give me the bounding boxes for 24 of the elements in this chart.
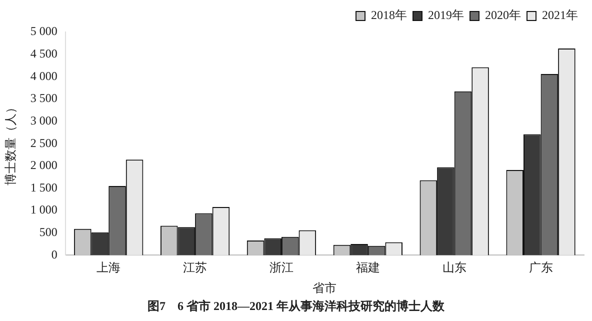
legend-label: 2019年 xyxy=(428,8,464,22)
y-tick-label: 3 500 xyxy=(30,91,58,106)
x-tick-label: 浙江 xyxy=(269,260,294,275)
y-tick-label: 0 xyxy=(51,247,58,262)
y-tick-label: 4 500 xyxy=(30,46,58,60)
legend-label: 2020年 xyxy=(485,8,521,22)
x-tick-label: 山东 xyxy=(442,260,466,275)
y-tick-label: 2 500 xyxy=(30,136,58,150)
y-tick-label: 3 000 xyxy=(30,113,58,128)
x-tick-label: 上海 xyxy=(96,260,121,275)
caption: 图7 6 省市 2018—2021 年从事海洋科技研究的博士人数 xyxy=(146,298,446,315)
legend-label: 2021年 xyxy=(542,8,578,22)
y-tick-label: 5 000 xyxy=(30,24,58,38)
x-tick-label: 江苏 xyxy=(183,260,208,275)
legend-label: 2018年 xyxy=(371,8,407,22)
x-tick-label: 广东 xyxy=(528,260,553,275)
y-tick-label: 1 000 xyxy=(30,202,58,217)
y-tick-label: 2 000 xyxy=(30,158,58,172)
y-axis-title: 博士数量（人） xyxy=(3,102,18,186)
y-tick-label: 500 xyxy=(39,225,58,240)
y-tick-label: 1 500 xyxy=(30,180,58,194)
y-tick-label: 4 000 xyxy=(30,68,58,83)
x-axis-title: 省市 xyxy=(312,280,337,295)
x-tick-label: 福建 xyxy=(356,260,380,275)
